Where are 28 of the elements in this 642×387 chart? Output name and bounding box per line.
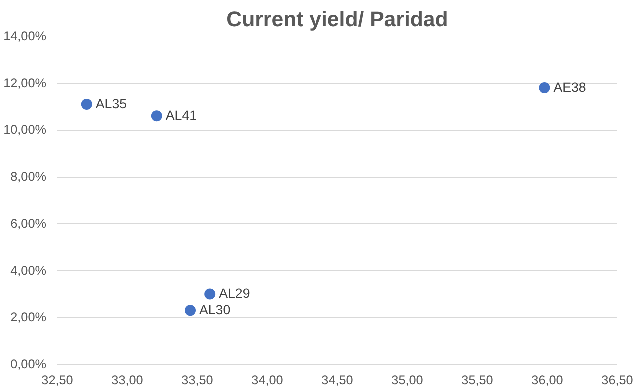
point bbox=[539, 82, 550, 94]
point bbox=[151, 110, 162, 122]
x-tick-label: 32,50 bbox=[42, 374, 74, 387]
annotation: AL29 bbox=[219, 286, 250, 302]
y-tick-label: 4,00% bbox=[10, 264, 47, 278]
y-tick-label: 8,00% bbox=[10, 170, 47, 184]
x-tick-label: 33,00 bbox=[112, 374, 144, 387]
x-tick-label: 36,50 bbox=[602, 374, 634, 387]
x-tick-label: 34,50 bbox=[322, 374, 354, 387]
x-tick-label: 33,50 bbox=[182, 374, 214, 387]
y-tick-label: 2,00% bbox=[10, 310, 47, 325]
annotation: AL30 bbox=[200, 302, 231, 318]
x-tick-label: 34,00 bbox=[252, 374, 284, 387]
x-tick-label: 35,00 bbox=[392, 374, 424, 387]
point bbox=[185, 305, 196, 316]
y-tick-label: 6,00% bbox=[10, 216, 47, 231]
x-tick-label: 35,50 bbox=[462, 374, 494, 387]
annotation: AL35 bbox=[96, 96, 128, 112]
point bbox=[81, 98, 92, 110]
y-tick-label: 14,00% bbox=[4, 30, 47, 44]
chart-title: Current yield/ Paridad bbox=[226, 8, 448, 32]
annotation: AL41 bbox=[166, 108, 198, 124]
x-tick-label: 36,00 bbox=[532, 374, 564, 387]
point bbox=[204, 288, 216, 300]
y-tick-label: 12,00% bbox=[4, 76, 47, 90]
y-tick-label: 0,00% bbox=[10, 358, 47, 372]
annotation: AE38 bbox=[554, 80, 586, 96]
y-tick-label: 10,00% bbox=[4, 123, 47, 138]
